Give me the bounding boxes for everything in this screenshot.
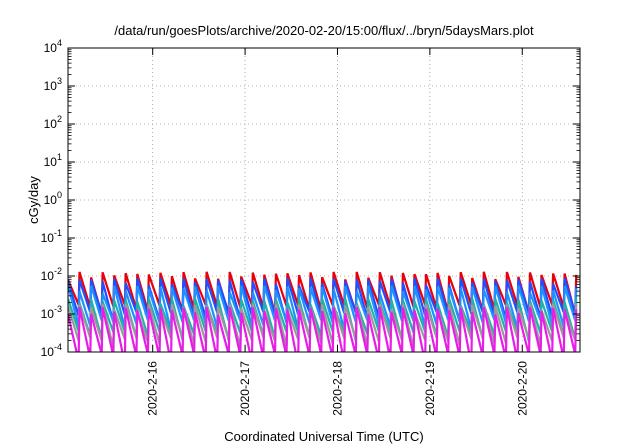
y-tick-label: 101 (44, 152, 62, 169)
y-tick-label: 102 (44, 114, 62, 131)
x-tick-label: 2020-2-20 (515, 361, 529, 416)
x-tick-label: 2020-2-19 (423, 361, 437, 416)
series-lines (68, 271, 578, 352)
y-axis-title: cGy/day (26, 176, 41, 224)
x-axis-title: Coordinated Universal Time (UTC) (224, 429, 423, 444)
x-tick-label: 2020-2-18 (330, 361, 344, 416)
x-tick-label: 2020-2-17 (238, 361, 252, 416)
x-axis: 2020-2-16 2020-2-17 2020-2-18 2020-2-19 2020… (146, 48, 529, 416)
x-tick-label: 2020-2-16 (146, 361, 160, 416)
y-tick-label: 10-1 (41, 228, 62, 245)
y-axis: 10-4 10-3 10-2 10-1 100 101 102 103 104 (41, 38, 580, 359)
series-line (68, 306, 578, 352)
y-tick-label: 10-4 (41, 342, 62, 359)
y-tick-label: 100 (44, 190, 62, 207)
y-tick-label: 103 (44, 76, 62, 93)
y-tick-label: 10-2 (41, 266, 62, 283)
y-tick-label: 104 (44, 38, 62, 55)
chart-title: /data/run/goesPlots/archive/2020-02-20/1… (114, 23, 534, 38)
y-tick-label: 10-3 (41, 304, 62, 321)
